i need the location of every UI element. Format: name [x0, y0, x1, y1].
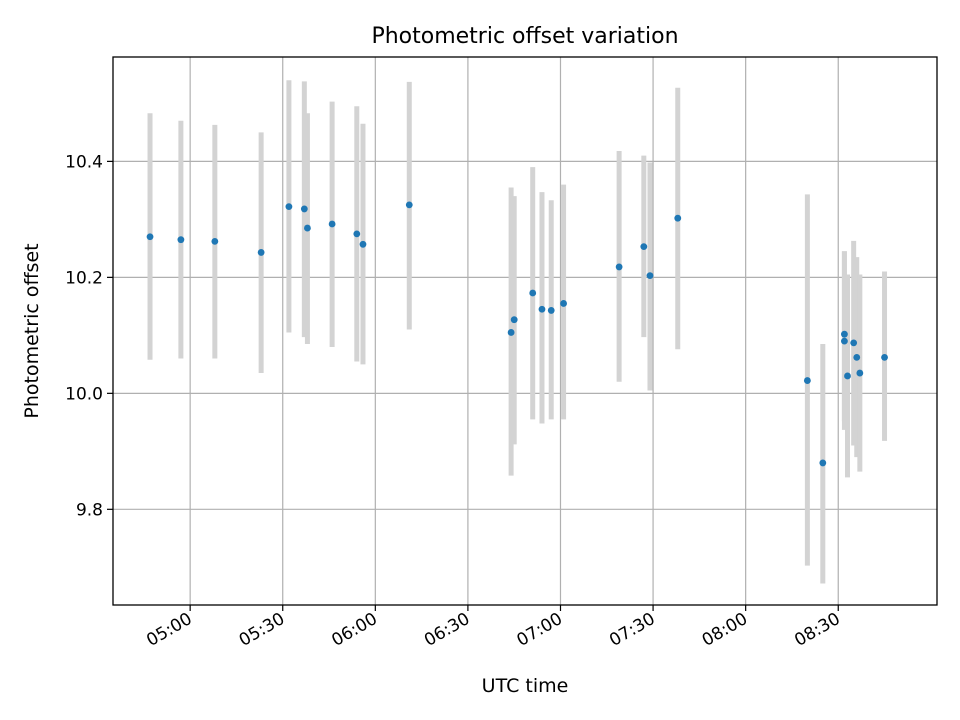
data-point	[538, 305, 546, 313]
data-point	[841, 330, 848, 338]
data-point	[177, 236, 185, 244]
data-point	[856, 369, 864, 377]
data-point	[257, 249, 265, 256]
y-tick-label: 10.4	[65, 152, 103, 172]
data-points	[146, 201, 888, 467]
y-tick-label: 10.0	[65, 384, 103, 404]
data-point	[803, 377, 811, 384]
data-point	[547, 307, 555, 314]
y-tick-label: 9.8	[76, 500, 103, 520]
data-point	[405, 201, 413, 209]
data-point	[300, 205, 308, 213]
data-point	[146, 233, 154, 241]
data-point	[529, 289, 537, 297]
data-point	[285, 203, 293, 211]
data-point	[615, 263, 623, 271]
data-point	[850, 339, 858, 347]
y-axis-label: Photometric offset	[21, 243, 43, 418]
data-point	[560, 300, 567, 307]
data-point	[507, 329, 515, 336]
data-point	[881, 353, 888, 361]
y-tick-label: 10.2	[65, 268, 103, 288]
data-point	[640, 243, 648, 251]
y-axis-ticks: 9.8 10.0 10.2 10.4	[65, 152, 113, 520]
data-point	[353, 230, 361, 238]
data-point	[819, 459, 827, 467]
data-point	[304, 224, 311, 232]
data-point	[844, 372, 851, 380]
data-point	[853, 353, 861, 361]
data-point	[211, 238, 219, 245]
plot-frame	[112, 56, 938, 606]
grid	[113, 57, 937, 605]
data-point	[646, 272, 654, 280]
data-point	[359, 240, 367, 248]
chart-title: Photometric offset variation	[371, 24, 678, 49]
data-point	[510, 316, 518, 324]
data-point	[328, 220, 336, 228]
x-axis-label: UTC time	[482, 675, 569, 697]
data-point	[841, 337, 848, 345]
data-point	[674, 214, 682, 222]
